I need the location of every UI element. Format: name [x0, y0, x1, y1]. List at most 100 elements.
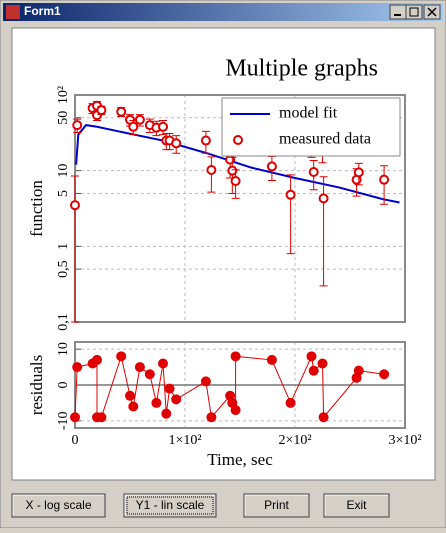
model-line [75, 124, 400, 204]
legend-box [221, 97, 401, 157]
data-point [125, 390, 135, 401]
legend-swatch [233, 135, 243, 145]
button-highlight [324, 494, 388, 516]
window-controls [389, 4, 441, 20]
data-point [306, 351, 317, 362]
data-point [164, 383, 175, 394]
minimize-button[interactable] [389, 4, 407, 20]
window-title: Form1 [24, 4, 61, 18]
y-tick-label: 1 [56, 243, 71, 250]
data-point [96, 412, 107, 423]
data-point [116, 106, 127, 117]
app-icon [6, 5, 20, 19]
data-point [70, 412, 80, 423]
data-point [230, 351, 241, 362]
button-face [123, 493, 217, 518]
legend: model fit measured data [221, 97, 401, 157]
data-point [353, 167, 364, 178]
data-point [70, 200, 80, 211]
y-tick-label: 5 [56, 190, 71, 197]
data-point [285, 189, 296, 200]
button-face [11, 493, 106, 518]
data-point [353, 365, 364, 376]
data-point [161, 408, 172, 419]
x-tick-label: 0 [72, 433, 79, 448]
legend-label: measured data [279, 131, 371, 148]
error-bar [380, 165, 389, 205]
button-face [243, 493, 310, 518]
legend-label: model fit [279, 105, 338, 122]
button-highlight [12, 494, 104, 516]
data-point [171, 138, 182, 149]
button[interactable]: Exit [323, 493, 390, 518]
data-point [134, 114, 145, 125]
x-tick-label: 3×10² [388, 433, 421, 448]
data-point [128, 401, 139, 412]
data-point [128, 121, 139, 132]
button-face [323, 493, 390, 518]
data-point [92, 354, 102, 365]
data-point [379, 174, 390, 185]
button-label: Y1 - lin scale [136, 498, 205, 512]
data-point [151, 397, 162, 408]
buttons: X - log scale Y1 - lin scale Print Exit [11, 493, 390, 518]
button[interactable]: Y1 - lin scale [123, 493, 217, 518]
close-icon [427, 7, 437, 17]
y-axis-label: residuals [27, 355, 46, 415]
plots: 0,1 0,5 1 5 10 50 10² function model fit measured… [27, 86, 422, 469]
button[interactable]: X - log scale [11, 493, 106, 518]
data-point [225, 154, 236, 165]
x-tick-label: 1×10² [168, 433, 201, 448]
y-tick-label: 0,1 [56, 313, 71, 331]
data-point [266, 354, 277, 365]
data-point [230, 405, 241, 416]
data-point [158, 121, 168, 132]
button-label: Exit [346, 498, 367, 512]
data-point [266, 161, 277, 172]
button-highlight [244, 494, 308, 516]
button-label: X - log scale [25, 498, 91, 512]
data-point [318, 193, 329, 204]
data-point [200, 376, 211, 387]
data-point [379, 369, 390, 380]
button-label: Print [264, 498, 289, 512]
x-tick-label: 2×10² [278, 433, 311, 448]
data-point [206, 412, 217, 423]
data-point [318, 412, 329, 423]
data-point [96, 105, 107, 116]
y-axis-label: function [27, 180, 46, 237]
x-axis-label: Time, sec [207, 450, 273, 469]
data-point [171, 394, 182, 405]
data-point [72, 120, 83, 131]
data-point [308, 167, 319, 178]
plot-border [74, 341, 406, 429]
data-point [206, 165, 217, 176]
y-tick-label: 0 [56, 382, 71, 389]
chart-title: Multiple graphs [225, 56, 378, 82]
y-tick-label: 10 [56, 342, 71, 356]
data-point [200, 135, 211, 146]
maximize-button[interactable] [405, 4, 423, 20]
button[interactable]: Print [243, 493, 310, 518]
maximize-icon [409, 7, 419, 17]
y-tick-label: 50 [56, 111, 71, 125]
y-tick-label: 10 [56, 164, 71, 178]
data-point [230, 176, 241, 187]
button-highlight [124, 494, 215, 516]
focus-rect [126, 496, 214, 515]
y-tick-label: -10 [56, 411, 71, 430]
data-point [144, 369, 155, 380]
data-point [158, 358, 168, 369]
data-point [308, 365, 319, 376]
error-bar [286, 174, 295, 255]
data-point [134, 362, 145, 373]
data-point [116, 351, 127, 362]
data-point [227, 165, 238, 176]
title-bar [3, 3, 443, 21]
data-point [72, 362, 83, 373]
data-point [285, 397, 296, 408]
data-point [317, 358, 328, 369]
y-tick-label: 10² [56, 86, 71, 104]
y-tick-label: 0,5 [56, 260, 71, 278]
